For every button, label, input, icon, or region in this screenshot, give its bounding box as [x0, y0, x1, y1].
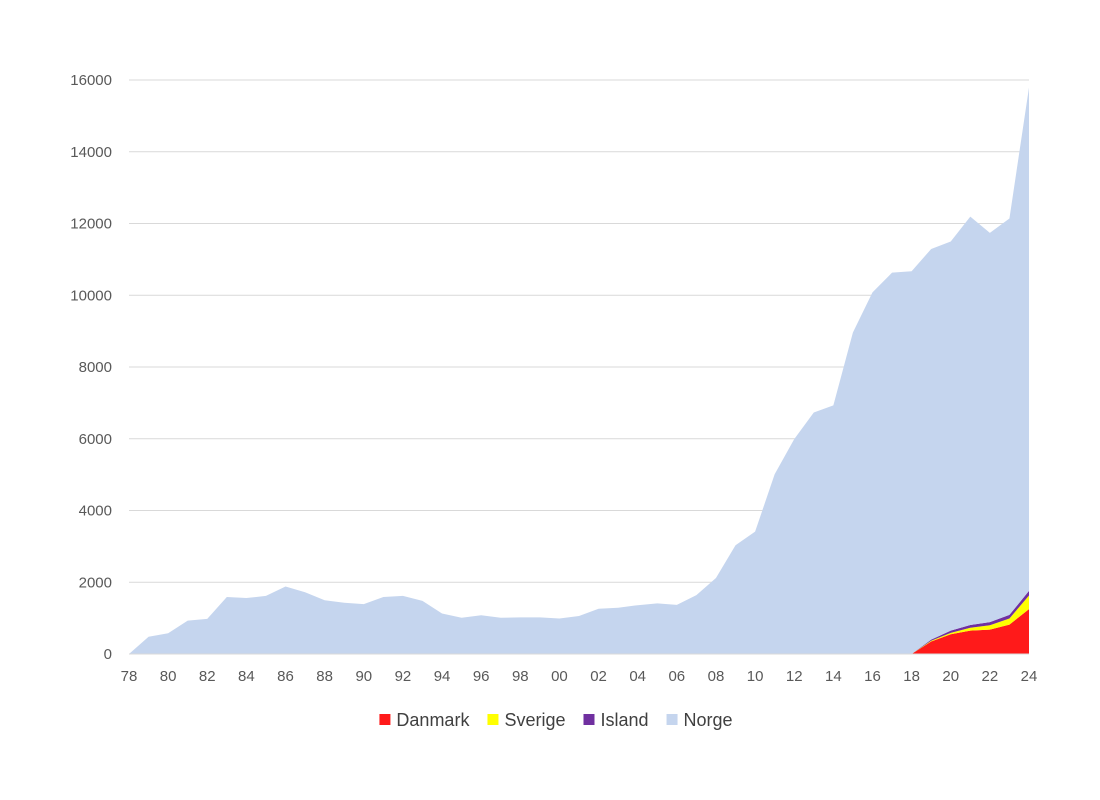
x-tick-label: 02 — [590, 668, 607, 685]
y-tick-label: 4000 — [79, 503, 112, 520]
area-series-danmark — [129, 609, 1029, 654]
x-tick-label: 22 — [982, 668, 999, 685]
gridlines — [129, 79, 1029, 583]
legend-swatch — [379, 714, 391, 725]
x-tick-label: 96 — [473, 668, 490, 685]
legend: Danmark Sverige Island Norge — [379, 710, 733, 730]
x-tick-label: 12 — [786, 668, 803, 685]
x-axis-ticks: 78 80 82 84 86 88 90 92 94 96 98 00 02 04 06 08 10 12 14 16… — [121, 668, 1038, 685]
x-tick-label: 04 — [629, 668, 646, 685]
legend-item-island: Island — [583, 710, 649, 730]
y-tick-label: 12000 — [70, 216, 112, 233]
y-tick-label: 10000 — [70, 287, 112, 304]
y-axis-ticks: 0 2000 4000 6000 8000 10000 12000 14000 16000 — [70, 72, 112, 663]
y-tick-label: 14000 — [70, 144, 112, 161]
y-tick-label: 6000 — [79, 431, 112, 448]
x-tick-label: 24 — [1021, 668, 1038, 685]
x-tick-label: 80 — [160, 668, 177, 685]
area-series-norge — [129, 87, 1029, 654]
x-tick-label: 82 — [199, 668, 216, 685]
x-tick-label: 84 — [238, 668, 255, 685]
x-tick-label: 10 — [747, 668, 764, 685]
x-tick-label: 08 — [708, 668, 725, 685]
x-tick-label: 88 — [316, 668, 333, 685]
x-tick-label: 78 — [121, 668, 138, 685]
y-tick-label: 0 — [104, 646, 112, 663]
x-tick-label: 98 — [512, 668, 529, 685]
legend-swatch — [583, 714, 595, 725]
x-tick-label: 18 — [903, 668, 920, 685]
legend-label: Sverige — [504, 710, 565, 730]
x-tick-label: 06 — [668, 668, 685, 685]
y-tick-label: 16000 — [70, 72, 112, 89]
legend-swatch — [487, 714, 499, 725]
y-tick-label: 8000 — [79, 359, 112, 376]
plot-areas — [129, 87, 1029, 654]
x-tick-label: 20 — [942, 668, 959, 685]
x-tick-label: 86 — [277, 668, 294, 685]
x-tick-label: 94 — [434, 668, 451, 685]
legend-swatch — [666, 714, 678, 725]
legend-label: Norge — [684, 710, 733, 730]
legend-item-sverige: Sverige — [487, 710, 565, 730]
legend-item-norge: Norge — [666, 710, 733, 730]
legend-item-danmark: Danmark — [379, 710, 470, 730]
legend-label: Danmark — [396, 710, 470, 730]
legend-label: Island — [600, 710, 648, 730]
x-tick-label: 00 — [551, 668, 568, 685]
x-tick-label: 14 — [825, 668, 842, 685]
x-tick-label: 90 — [355, 668, 372, 685]
x-tick-label: 92 — [395, 668, 412, 685]
x-tick-label: 16 — [864, 668, 881, 685]
y-tick-label: 2000 — [79, 574, 112, 591]
